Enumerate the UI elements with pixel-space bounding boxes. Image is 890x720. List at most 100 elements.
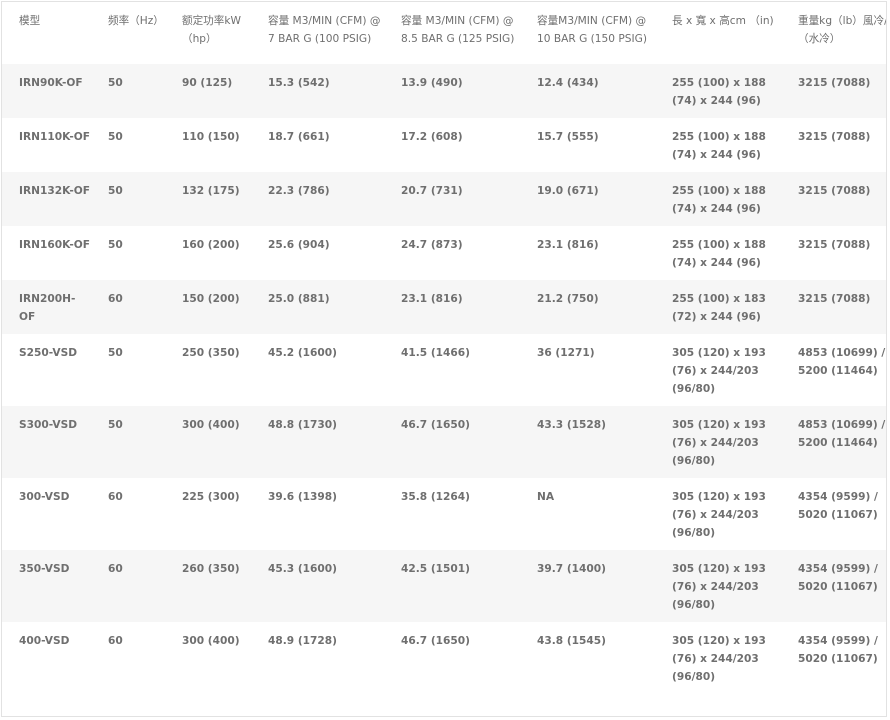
cell-capacity-7bar: 48.8 (1730) [268, 419, 337, 431]
header-capacity-10bar: 容量M3/MIN (CFM) @ 10 BAR G (150 PSIG) [537, 15, 647, 45]
cell-frequency: 60 [108, 563, 123, 575]
cell-capacity-10bar: 15.7 (555) [537, 131, 599, 143]
cell-dimensions: 255 (100) x 188 (74) x 244 (96) [672, 131, 766, 161]
cell-capacity-10bar: 39.7 (1400) [537, 563, 606, 575]
cell-capacity-7bar: 39.6 (1398) [268, 491, 337, 503]
cell-dimensions: 305 (120) x 193 (76) x 244/203 (96/80) [672, 419, 766, 467]
cell-dimensions: 255 (100) x 183 (72) x 244 (96) [672, 293, 766, 323]
cell-rated-power: 260 (350) [182, 563, 240, 575]
header-rated-power: 额定功率kW（hp） [182, 15, 241, 45]
cell-capacity-8-5bar: 23.1 (816) [401, 293, 463, 305]
cell-rated-power: 110 (150) [182, 131, 240, 143]
cell-model: IRN90K-OF [19, 77, 83, 89]
cell-capacity-7bar: 45.3 (1600) [268, 563, 337, 575]
cell-rated-power: 300 (400) [182, 635, 240, 647]
cell-capacity-7bar: 25.6 (904) [268, 239, 330, 251]
cell-capacity-10bar: NA [537, 491, 555, 503]
cell-rated-power: 225 (300) [182, 491, 240, 503]
cell-model: 300-VSD [19, 491, 70, 503]
cell-capacity-10bar: 23.1 (816) [537, 239, 599, 251]
header-capacity-7bar: 容量 M3/MIN (CFM) @ 7 BAR G (100 PSIG) [268, 15, 381, 45]
cell-weight: 3215 (7088) [798, 185, 871, 197]
cell-model: 350-VSD [19, 563, 70, 575]
cell-model: IRN160K-OF [19, 239, 91, 251]
cell-weight: 4853 (10699) / 5200 (11464) [798, 347, 886, 377]
cell-capacity-7bar: 48.9 (1728) [268, 635, 337, 647]
cell-capacity-7bar: 15.3 (542) [268, 77, 330, 89]
cell-weight: 3215 (7088) [798, 239, 871, 251]
table-row: 400-VSD 60 300 (400) 48.9 (1728) 46.7 (1650)… [2, 622, 886, 694]
cell-weight: 4853 (10699) / 5200 (11464) [798, 419, 886, 449]
cell-dimensions: 305 (120) x 193 (76) x 244/203 (96/80) [672, 491, 766, 539]
cell-frequency: 50 [108, 131, 123, 143]
cell-frequency: 60 [108, 491, 123, 503]
cell-capacity-7bar: 18.7 (661) [268, 131, 330, 143]
cell-capacity-10bar: 19.0 (671) [537, 185, 599, 197]
cell-model: IRN110K-OF [19, 131, 91, 143]
cell-capacity-10bar: 43.8 (1545) [537, 635, 606, 647]
cell-capacity-10bar: 21.2 (750) [537, 293, 599, 305]
cell-capacity-8-5bar: 42.5 (1501) [401, 563, 470, 575]
cell-capacity-10bar: 12.4 (434) [537, 77, 599, 89]
cell-capacity-8-5bar: 20.7 (731) [401, 185, 463, 197]
cell-capacity-8-5bar: 24.7 (873) [401, 239, 463, 251]
cell-model: S250-VSD [19, 347, 77, 359]
cell-model: S300-VSD [19, 419, 77, 431]
cell-frequency: 50 [108, 347, 123, 359]
cell-rated-power: 150 (200) [182, 293, 240, 305]
header-capacity-8-5bar: 容量 M3/MIN (CFM) @ 8.5 BAR G (125 PSIG) [401, 15, 515, 45]
cell-dimensions: 255 (100) x 188 (74) x 244 (96) [672, 239, 766, 269]
compressor-spec-table: 模型 频率（Hz） 额定功率kW（hp） 容量 M3/MIN (CFM) @ 7… [2, 2, 887, 694]
cell-capacity-7bar: 45.2 (1600) [268, 347, 337, 359]
cell-frequency: 50 [108, 239, 123, 251]
cell-frequency: 50 [108, 419, 123, 431]
cell-capacity-8-5bar: 41.5 (1466) [401, 347, 470, 359]
cell-model: 400-VSD [19, 635, 70, 647]
cell-capacity-7bar: 25.0 (881) [268, 293, 330, 305]
table-row: 350-VSD 60 260 (350) 45.3 (1600) 42.5 (1501)… [2, 550, 886, 622]
cell-dimensions: 255 (100) x 188 (74) x 244 (96) [672, 77, 766, 107]
cell-rated-power: 160 (200) [182, 239, 240, 251]
table-row: IRN200H-OF 60 150 (200) 25.0 (881) 23.1 (816… [2, 280, 886, 334]
cell-capacity-10bar: 43.3 (1528) [537, 419, 606, 431]
cell-rated-power: 250 (350) [182, 347, 240, 359]
cell-capacity-10bar: 36 (1271) [537, 347, 595, 359]
cell-capacity-8-5bar: 46.7 (1650) [401, 635, 470, 647]
cell-capacity-8-5bar: 13.9 (490) [401, 77, 463, 89]
table-row: IRN160K-OF 50 160 (200) 25.6 (904) 24.7 (873… [2, 226, 886, 280]
cell-capacity-8-5bar: 35.8 (1264) [401, 491, 470, 503]
header-frequency: 频率（Hz） [108, 15, 164, 27]
cell-weight: 4354 (9599) / 5020 (11067) [798, 635, 878, 665]
cell-weight: 3215 (7088) [798, 131, 871, 143]
cell-weight: 3215 (7088) [798, 77, 871, 89]
cell-weight: 3215 (7088) [798, 293, 871, 305]
table-row: IRN132K-OF 50 132 (175) 22.3 (786) 20.7 (731… [2, 172, 886, 226]
cell-dimensions: 305 (120) x 193 (76) x 244/203 (96/80) [672, 347, 766, 395]
cell-frequency: 50 [108, 185, 123, 197]
cell-rated-power: 90 (125) [182, 77, 233, 89]
cell-dimensions: 255 (100) x 188 (74) x 244 (96) [672, 185, 766, 215]
cell-capacity-7bar: 22.3 (786) [268, 185, 330, 197]
cell-capacity-8-5bar: 17.2 (608) [401, 131, 463, 143]
cell-dimensions: 305 (120) x 193 (76) x 244/203 (96/80) [672, 563, 766, 611]
cell-model: IRN132K-OF [19, 185, 91, 197]
cell-rated-power: 132 (175) [182, 185, 240, 197]
header-weight: 重量kg（lb）風冷/（水冷） [798, 15, 887, 45]
header-model: 模型 [19, 15, 41, 27]
cell-frequency: 60 [108, 293, 123, 305]
header-dimensions: 長 x 寬 x 高cm （in) [672, 15, 774, 27]
table-header-row: 模型 频率（Hz） 额定功率kW（hp） 容量 M3/MIN (CFM) @ 7… [2, 2, 887, 64]
cell-capacity-8-5bar: 46.7 (1650) [401, 419, 470, 431]
table-row: IRN90K-OF 50 90 (125) 15.3 (542) 13.9 (490) 1… [2, 64, 886, 118]
cell-frequency: 60 [108, 635, 123, 647]
cell-dimensions: 305 (120) x 193 (76) x 244/203 (96/80) [672, 635, 766, 683]
table-row: 300-VSD 60 225 (300) 39.6 (1398) 35.8 (1264)… [2, 478, 886, 550]
cell-rated-power: 300 (400) [182, 419, 240, 431]
cell-model: IRN200H-OF [19, 293, 76, 323]
cell-frequency: 50 [108, 77, 123, 89]
table-row: IRN110K-OF 50 110 (150) 18.7 (661) 17.2 (608… [2, 118, 886, 172]
table-row: S250-VSD 50 250 (350) 45.2 (1600) 41.5 (1466… [2, 334, 886, 406]
cell-weight: 4354 (9599) / 5020 (11067) [798, 491, 878, 521]
cell-weight: 4354 (9599) / 5020 (11067) [798, 563, 878, 593]
